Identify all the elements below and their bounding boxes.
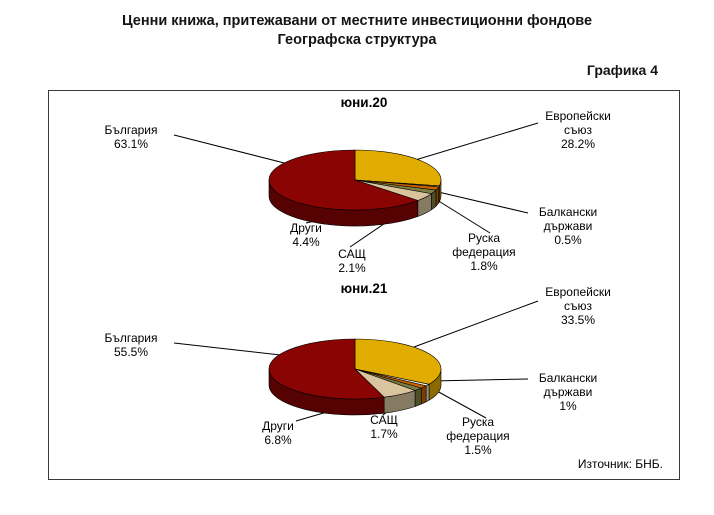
label-european-union: Европейски съюз 33.5% [540,285,616,327]
page-title-line2: Географска структура [277,31,437,48]
label-usa: САЩ 2.1% [322,247,382,275]
label-balkan-states: Балкански държави 1% [530,371,606,413]
chart-box: юни.20 България 63.1% Европейски съюз 28… [48,90,680,480]
pie-chart-jun21: юни.21 България 55.5% Европейски съюз 33… [50,281,678,477]
label-russian-federation-name: Руска федерация [452,231,516,260]
label-russian-federation-pct: 1.8% [470,259,498,274]
label-balkan-states: Балкански държави 0.5% [530,205,606,247]
label-bulgaria-name: България [104,123,158,137]
page-title: Ценни книжа, притежавани от местните инв… [0,12,714,50]
label-bulgaria-pct: 63.1% [113,137,149,152]
leader-line-1 [413,300,539,348]
pie-slice-5 [268,338,385,400]
label-other: Други 4.4% [276,221,336,249]
leader-line-0 [173,342,299,358]
label-usa-pct: 1.7% [370,427,398,442]
pie-jun21-graphic [173,300,539,422]
label-european-union-name: Европейски съюз [545,109,611,138]
label-usa: САЩ 1.7% [354,413,414,441]
label-other-name: Други [290,221,322,235]
leader-line-2 [431,378,529,382]
chart-title-jun21: юни.21 [340,281,388,296]
label-bulgaria-pct: 55.5% [113,345,149,360]
label-balkan-states-pct: 1% [559,399,577,414]
label-russian-federation-name: Руска федерация [446,415,510,444]
pie-slice-0 [354,338,442,385]
leader-line-0 [173,134,301,168]
pie-chart-jun20: юни.20 България 63.1% Европейски съюз 28… [50,95,678,281]
label-european-union-name: Европейски съюз [545,285,611,314]
label-bulgaria-name: България [104,331,158,345]
label-other-pct: 4.4% [292,235,320,250]
chart-title-jun20: юни.20 [340,95,388,110]
pie-slice-0 [354,149,442,187]
pie-slice-wall-1 [425,383,430,403]
label-russian-federation-pct: 1.5% [464,443,492,458]
label-european-union-pct: 28.2% [560,137,596,152]
label-other-pct: 6.8% [264,433,292,448]
label-russian-federation: Руска федерация 1.8% [448,231,520,273]
label-russian-federation: Руска федерация 1.5% [442,415,514,457]
label-balkan-states-pct: 0.5% [554,233,582,248]
source-label: Източник: БНБ. [577,457,663,471]
label-usa-pct: 2.1% [338,261,366,276]
label-other: Други 6.8% [248,419,308,447]
label-bulgaria: България 63.1% [88,123,174,151]
pie-slice-wall-2 [420,385,427,405]
pie-slice-5 [268,149,419,211]
graph-number-label: Графика 4 [586,62,658,78]
pie-slice-wall-3 [414,387,422,407]
label-european-union-pct: 33.5% [560,313,596,328]
label-usa-name: САЩ [338,247,366,261]
label-european-union: Европейски съюз 28.2% [540,109,616,151]
label-usa-name: САЩ [370,413,398,427]
label-balkan-states-name: Балкански държави [538,205,598,234]
label-other-name: Други [262,419,294,433]
leader-line-2 [433,190,529,214]
leader-line-1 [411,122,539,162]
pie-jun20-graphic [173,122,539,248]
label-bulgaria: България 55.5% [88,331,174,359]
page-title-line1: Ценни книжа, притежавани от местните инв… [121,13,593,29]
label-balkan-states-name: Балкански държави [538,371,598,400]
